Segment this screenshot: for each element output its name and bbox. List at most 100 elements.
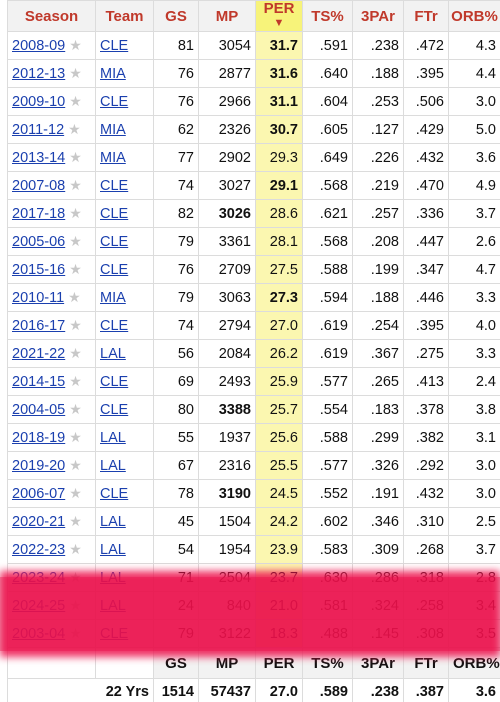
team-cell: MIA: [95, 59, 154, 88]
per-cell: 24.2: [255, 507, 303, 536]
team-cell: LAL: [95, 451, 154, 480]
col-header-gs[interactable]: GS: [153, 0, 199, 32]
season-link[interactable]: 2010-11: [12, 290, 65, 306]
season-cell: 2011-12 ★: [7, 115, 96, 144]
per-cell: 28.1: [255, 227, 303, 256]
season-link[interactable]: 2013-14: [12, 150, 66, 166]
star-icon[interactable]: ★: [69, 149, 82, 165]
col-header-mp[interactable]: MP: [198, 0, 256, 32]
col-header-season[interactable]: Season: [7, 0, 96, 32]
ts-cell: .619: [302, 339, 353, 368]
team-link[interactable]: CLE: [100, 177, 129, 194]
season-link[interactable]: 2007-08: [12, 178, 66, 194]
team-link[interactable]: LAL: [100, 345, 126, 362]
star-icon[interactable]: ★: [69, 625, 82, 641]
star-icon[interactable]: ★: [68, 121, 81, 137]
per-cell: 29.1: [255, 171, 303, 200]
team-link[interactable]: CLE: [100, 401, 129, 418]
star-icon[interactable]: ★: [69, 345, 82, 361]
season-link[interactable]: 2017-18: [12, 206, 66, 222]
team-link[interactable]: LAL: [100, 513, 126, 530]
team-link[interactable]: MIA: [100, 149, 126, 166]
team-link[interactable]: CLE: [100, 261, 129, 278]
star-icon[interactable]: ★: [69, 177, 82, 193]
team-link[interactable]: CLE: [100, 373, 129, 390]
mp-cell: 3388: [198, 395, 256, 424]
season-cell: 2022-23 ★: [7, 535, 96, 564]
col-header-ftr[interactable]: FTr: [403, 0, 449, 32]
season-link[interactable]: 2022-23: [12, 542, 66, 558]
per-cell: 27.5: [255, 255, 303, 284]
season-link[interactable]: 2006-07: [12, 486, 66, 502]
star-icon[interactable]: ★: [69, 429, 82, 445]
season-link[interactable]: 2014-15: [12, 374, 66, 390]
season-link[interactable]: 2015-16: [12, 262, 66, 278]
season-link[interactable]: 2005-06: [12, 234, 66, 250]
season-link[interactable]: 2004-05: [12, 402, 66, 418]
star-icon[interactable]: ★: [69, 597, 82, 613]
col-header-team[interactable]: Team: [95, 0, 154, 32]
team-link[interactable]: CLE: [100, 205, 129, 222]
team-link[interactable]: LAL: [100, 569, 126, 586]
season-cell: 2021-22 ★: [7, 339, 96, 368]
team-link[interactable]: CLE: [100, 37, 129, 54]
ftr-cell: .395: [403, 59, 449, 88]
season-cell: 2008-09 ★: [7, 31, 96, 60]
team-link[interactable]: LAL: [100, 457, 126, 474]
team-link[interactable]: MIA: [100, 121, 126, 138]
star-icon[interactable]: ★: [69, 93, 82, 109]
season-cell: 2014-15 ★: [7, 367, 96, 396]
season-link[interactable]: 2008-09: [12, 38, 66, 54]
season-link[interactable]: 2024-25: [12, 598, 66, 614]
team-link[interactable]: MIA: [100, 289, 126, 306]
ts-cell: .621: [302, 199, 353, 228]
orb-cell: 3.7: [448, 535, 500, 564]
orb-cell: 3.3: [448, 283, 500, 312]
star-icon[interactable]: ★: [69, 485, 82, 501]
season-link[interactable]: 2009-10: [12, 94, 66, 110]
tpar-cell: .188: [352, 283, 404, 312]
season-link[interactable]: 2023-24: [12, 570, 66, 586]
ftr-cell: .382: [403, 423, 449, 452]
team-link[interactable]: LAL: [100, 429, 126, 446]
season-link[interactable]: 2011-12: [12, 122, 65, 138]
star-icon[interactable]: ★: [69, 261, 82, 277]
col-header-per[interactable]: PER ▼: [255, 0, 303, 32]
team-link[interactable]: CLE: [100, 317, 129, 334]
season-link[interactable]: 2020-21: [12, 514, 66, 530]
team-link[interactable]: CLE: [100, 625, 129, 642]
team-link[interactable]: CLE: [100, 233, 129, 250]
team-link[interactable]: MIA: [100, 65, 126, 82]
season-link[interactable]: 2018-19: [12, 430, 66, 446]
star-icon[interactable]: ★: [68, 289, 81, 305]
season-link[interactable]: 2012-13: [12, 66, 66, 82]
star-icon[interactable]: ★: [69, 65, 82, 81]
team-link[interactable]: CLE: [100, 93, 129, 110]
footer-header-orb: ORB%: [448, 647, 500, 679]
tpar-cell: .253: [352, 87, 404, 116]
star-icon[interactable]: ★: [69, 205, 82, 221]
star-icon[interactable]: ★: [69, 401, 82, 417]
star-icon[interactable]: ★: [69, 569, 82, 585]
team-link[interactable]: LAL: [100, 597, 126, 614]
team-link[interactable]: CLE: [100, 485, 129, 502]
star-icon[interactable]: ★: [69, 317, 82, 333]
season-link[interactable]: 2021-22: [12, 346, 66, 362]
star-icon[interactable]: ★: [69, 373, 82, 389]
star-icon[interactable]: ★: [69, 513, 82, 529]
season-link[interactable]: 2016-17: [12, 318, 66, 334]
col-header-orb[interactable]: ORB%: [448, 0, 500, 32]
col-header-ts[interactable]: TS%: [302, 0, 353, 32]
star-icon[interactable]: ★: [69, 37, 82, 53]
col-header-3par[interactable]: 3PAr: [352, 0, 404, 32]
gs-cell: 79: [153, 619, 199, 648]
tpar-cell: .265: [352, 367, 404, 396]
season-cell: 2005-06 ★: [7, 227, 96, 256]
season-link[interactable]: 2003-04: [12, 626, 66, 642]
team-link[interactable]: LAL: [100, 541, 126, 558]
star-icon[interactable]: ★: [69, 233, 82, 249]
season-link[interactable]: 2019-20: [12, 458, 66, 474]
star-icon[interactable]: ★: [69, 457, 82, 473]
mp-cell: 3027: [198, 171, 256, 200]
star-icon[interactable]: ★: [69, 541, 82, 557]
